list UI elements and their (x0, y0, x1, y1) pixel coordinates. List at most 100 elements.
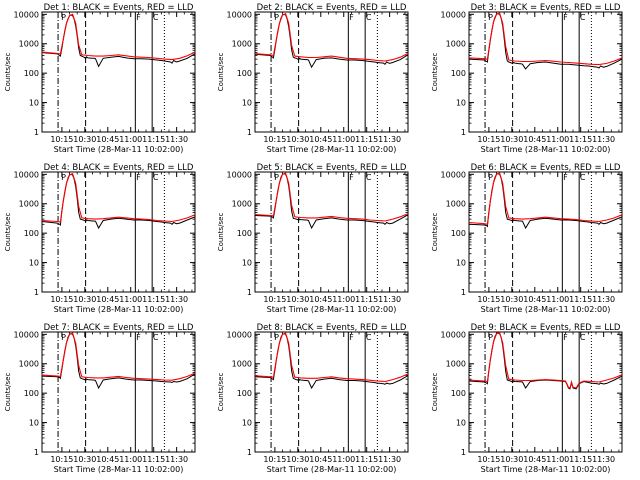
y-tick-label: 100 (451, 229, 466, 238)
y-tick-label: 1000 (232, 200, 252, 209)
y-tick-label: 1 (247, 128, 252, 137)
y-tick-label: 1 (34, 128, 39, 137)
x-tick-label: 10:15 (477, 295, 500, 304)
chart-svg: 1 10 100 1000 10000 10:15 10:30 10:45 11:00 11:15… (4, 323, 196, 474)
x-tick-label: 11:30 (165, 455, 188, 464)
detector-panel-9: 1 10 100 1000 10000 10:15 10:30 10:45 11:00 11:15… (427, 320, 640, 480)
chart-svg: 1 10 100 1000 10000 10:15 10:30 10:45 11:00 11:15… (431, 3, 623, 154)
series-line-lld (42, 13, 195, 61)
x-tick-label: 11:30 (592, 135, 615, 144)
chart-title: Det 1: BLACK = Events, RED = LLD (44, 3, 194, 13)
y-axis-label: Counts/sec (4, 53, 12, 92)
chart-svg: 1 10 100 1000 10000 10:15 10:30 10:45 11:00 11:15… (217, 3, 409, 154)
x-tick-label: 10:45 (309, 295, 332, 304)
y-tick-label: 10 (242, 259, 252, 268)
x-tick-label: 11:00 (119, 455, 142, 464)
legend-mark-f: F (349, 13, 354, 22)
x-tick-label: 11:30 (592, 455, 615, 464)
x-tick-label: 10:15 (263, 135, 286, 144)
x-tick-label: 10:30 (73, 455, 96, 464)
x-tick-label: 10:15 (477, 455, 500, 464)
x-tick-label: 11:00 (119, 135, 142, 144)
y-tick-label: 100 (237, 229, 252, 238)
legend-mark-f: F (136, 173, 141, 182)
legend-mark-p: P (488, 13, 493, 22)
plot-frame (468, 171, 623, 293)
y-tick-label: 10000 (14, 330, 39, 339)
legend-mark-p: P (61, 173, 66, 182)
legend-mark-c: C (153, 173, 159, 182)
plot-frame (41, 331, 196, 453)
plot-frame (254, 331, 409, 453)
chart-title: Det 9: BLACK = Events, RED = LLD (471, 323, 621, 333)
y-tick-label: 100 (24, 69, 39, 78)
x-axis-label: Start Time (28-Mar-11 10:02:00) (481, 145, 611, 154)
legend-mark-c: C (580, 333, 586, 342)
x-tick-label: 10:45 (523, 135, 546, 144)
y-tick-label: 10000 (441, 330, 466, 339)
y-tick-label: 10000 (441, 170, 466, 179)
chart-svg: 1 10 100 1000 10000 10:15 10:30 10:45 11:00 11:15… (431, 323, 623, 474)
x-tick-label: 10:30 (500, 295, 523, 304)
series-line-events (255, 13, 408, 69)
y-tick-label: 100 (237, 389, 252, 398)
legend-mark-c: C (580, 173, 586, 182)
x-tick-label: 11:30 (378, 135, 401, 144)
y-tick-label: 100 (24, 229, 39, 238)
legend-mark-f: F (349, 333, 354, 342)
y-axis-label: Counts/sec (4, 373, 12, 412)
detector-panel-8: 1 10 100 1000 10000 10:15 10:30 10:45 11:00 11:15… (213, 320, 426, 480)
legend-mark-c: C (366, 173, 372, 182)
x-tick-label: 11:15 (355, 135, 378, 144)
series-line-lld (255, 12, 408, 62)
x-tick-label: 10:15 (50, 455, 73, 464)
chart-title: Det 3: BLACK = Events, RED = LLD (471, 3, 621, 13)
y-axis-label: Counts/sec (431, 373, 439, 412)
plot-frame (41, 171, 196, 293)
chart-title: Det 2: BLACK = Events, RED = LLD (257, 3, 407, 13)
x-tick-label: 11:00 (546, 295, 569, 304)
y-tick-label: 10000 (227, 10, 252, 19)
legend-mark-c: C (366, 333, 372, 342)
plot-frame (41, 11, 196, 133)
y-tick-label: 10 (456, 259, 466, 268)
y-tick-label: 10000 (14, 170, 39, 179)
x-tick-label: 11:30 (378, 295, 401, 304)
y-tick-label: 1 (34, 448, 39, 457)
y-tick-label: 1000 (446, 200, 466, 209)
x-axis-label: Start Time (28-Mar-11 10:02:00) (54, 465, 184, 474)
series-line-lld (469, 172, 622, 225)
series-line-lld (255, 172, 408, 222)
series-line-lld (42, 172, 195, 223)
detector-panel-3: 1 10 100 1000 10000 10:15 10:30 10:45 11:00 11:15… (427, 0, 640, 160)
x-tick-label: 10:15 (50, 295, 73, 304)
y-tick-label: 1000 (19, 360, 39, 369)
detector-panel-1: 1 10 100 1000 10000 10:15 10:30 10:45 11:00 11:15… (0, 0, 213, 160)
y-tick-label: 10000 (441, 10, 466, 19)
plot-frame (468, 11, 623, 133)
x-axis-label: Start Time (28-Mar-11 10:02:00) (481, 465, 611, 474)
legend-mark-c: C (366, 13, 372, 22)
detector-panel-7: 1 10 100 1000 10000 10:15 10:30 10:45 11:00 11:15… (0, 320, 213, 480)
legend-mark-c: C (580, 13, 586, 22)
x-tick-label: 10:30 (500, 455, 523, 464)
x-tick-label: 11:30 (378, 455, 401, 464)
x-axis-label: Start Time (28-Mar-11 10:02:00) (267, 465, 397, 474)
legend-mark-p: P (274, 13, 279, 22)
x-tick-label: 11:00 (546, 455, 569, 464)
x-tick-label: 11:15 (569, 295, 592, 304)
y-tick-label: 1000 (446, 40, 466, 49)
legend-mark-f: F (136, 333, 141, 342)
x-tick-label: 10:45 (309, 455, 332, 464)
x-tick-label: 10:30 (286, 135, 309, 144)
y-tick-label: 10 (242, 99, 252, 108)
y-tick-label: 1000 (19, 40, 39, 49)
x-tick-label: 11:15 (355, 295, 378, 304)
x-tick-label: 11:15 (569, 135, 592, 144)
detector-panel-2: 1 10 100 1000 10000 10:15 10:30 10:45 11:00 11:15… (213, 0, 426, 160)
legend-mark-p: P (488, 333, 493, 342)
series-line-events (42, 173, 195, 230)
x-tick-label: 11:00 (332, 135, 355, 144)
y-tick-label: 10000 (227, 330, 252, 339)
x-axis-label: Start Time (28-Mar-11 10:02:00) (481, 305, 611, 314)
